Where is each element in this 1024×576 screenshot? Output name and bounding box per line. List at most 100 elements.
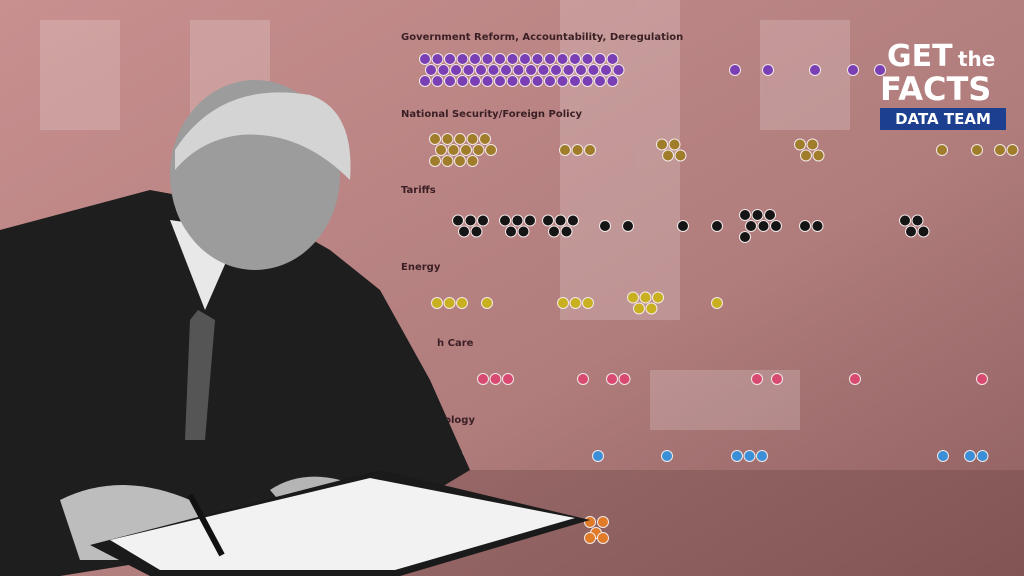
dot <box>437 64 450 76</box>
dot <box>874 64 886 76</box>
dot <box>606 75 619 87</box>
dot <box>599 220 611 232</box>
dot <box>571 144 584 156</box>
dot <box>524 214 536 227</box>
dot <box>674 149 687 162</box>
dot <box>470 225 483 238</box>
dot <box>559 144 571 156</box>
category-label: nology <box>437 415 475 426</box>
dot <box>597 532 609 544</box>
dot <box>661 450 673 462</box>
dot <box>447 144 460 156</box>
dot <box>499 214 511 227</box>
dot <box>594 53 606 65</box>
dot <box>435 144 447 156</box>
dot <box>677 220 689 232</box>
dot <box>592 450 604 462</box>
dot <box>581 75 594 87</box>
dot <box>905 225 917 238</box>
dot <box>481 53 494 65</box>
building-backdrop <box>40 0 850 430</box>
dot <box>500 64 512 76</box>
dot <box>743 450 756 462</box>
dot <box>462 64 475 76</box>
logo-badge <box>880 108 1006 130</box>
dot <box>517 225 530 238</box>
dot <box>971 144 983 156</box>
dot <box>494 53 506 65</box>
dot <box>745 220 757 232</box>
dot <box>458 225 470 238</box>
dot <box>711 297 723 309</box>
dot <box>622 220 634 232</box>
dot <box>481 297 493 309</box>
dot <box>429 155 441 167</box>
dot <box>431 75 444 87</box>
dot <box>512 64 525 76</box>
dot <box>469 75 481 87</box>
dot <box>645 302 658 315</box>
dot <box>454 155 466 167</box>
dot <box>469 53 481 65</box>
dot <box>575 64 587 76</box>
dot <box>431 53 444 65</box>
dot <box>800 149 812 162</box>
dot <box>751 209 764 221</box>
category-label: National Security/Foreign Policy <box>401 109 582 120</box>
dot <box>729 64 741 76</box>
dot <box>450 64 462 76</box>
dot <box>847 64 859 76</box>
dot <box>936 144 948 156</box>
dot <box>739 231 751 243</box>
dot <box>584 516 596 528</box>
dot <box>560 225 573 238</box>
dot-chart <box>419 53 1019 544</box>
dot <box>441 155 454 167</box>
category-label: Tariffs <box>401 185 436 196</box>
dot <box>557 297 569 309</box>
dot <box>600 64 612 76</box>
dot <box>606 53 619 65</box>
dot <box>597 516 609 528</box>
dot <box>537 64 550 76</box>
document <box>90 470 590 576</box>
logo: GET the FACTS DATA TEAM <box>880 39 1006 130</box>
logo-the: the <box>958 47 995 71</box>
dot <box>441 133 454 145</box>
dot <box>584 532 596 544</box>
dot <box>652 291 664 304</box>
dot <box>485 144 497 156</box>
dot <box>531 75 544 87</box>
dot <box>443 297 456 309</box>
dot <box>464 214 477 227</box>
dot <box>582 297 594 309</box>
dot <box>489 373 502 385</box>
dot <box>1006 144 1019 156</box>
dot <box>849 373 861 385</box>
dot <box>976 450 989 462</box>
dot <box>454 133 466 145</box>
dot <box>569 75 581 87</box>
dot <box>477 373 489 385</box>
dot <box>556 53 569 65</box>
dot <box>911 214 924 227</box>
dot <box>425 64 437 76</box>
dot <box>606 373 618 385</box>
category-label: Energy <box>401 262 441 273</box>
dot <box>444 53 456 65</box>
dot <box>519 53 531 65</box>
dot <box>550 64 562 76</box>
dot <box>656 138 668 151</box>
dot <box>494 75 506 87</box>
dot <box>562 64 575 76</box>
dot <box>554 214 567 227</box>
dot <box>809 64 821 76</box>
dot <box>542 214 554 227</box>
dot <box>456 297 468 309</box>
dot <box>581 53 594 65</box>
dot <box>511 214 524 227</box>
dot <box>627 291 639 304</box>
dot <box>770 220 782 232</box>
dot <box>618 373 631 385</box>
